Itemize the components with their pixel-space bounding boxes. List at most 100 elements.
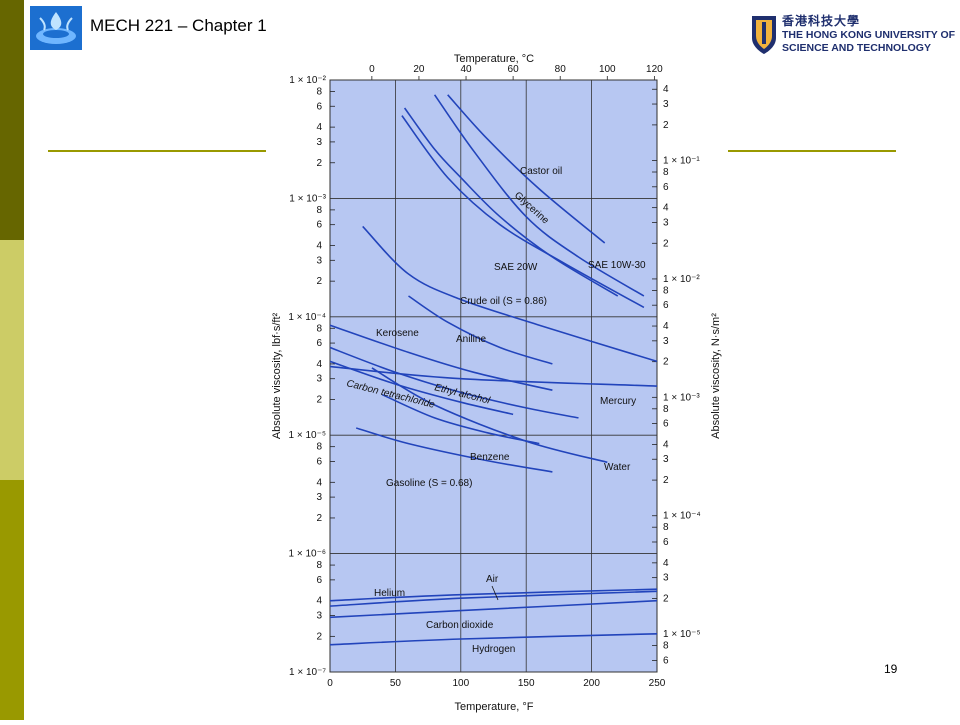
- curve-carbon-dioxide: [329, 599, 658, 619]
- y-minor-left-label: 2: [316, 158, 322, 169]
- y-minor-left-label: 3: [316, 492, 322, 503]
- y-right-label: 1 × 10⁻⁵: [663, 629, 701, 640]
- y-right-label: 6: [663, 655, 669, 666]
- y-right-label: 4: [663, 439, 669, 450]
- y-minor-left-label: 6: [316, 456, 322, 467]
- page-number: 19: [884, 662, 898, 676]
- decor-bar-light: [0, 240, 24, 480]
- series-label-benzene: Benzene: [470, 452, 510, 463]
- y-minor-left-label: 4: [316, 477, 322, 488]
- y-decade-left-label: 1 × 10⁻⁶: [289, 549, 326, 560]
- y-minor-left-label: 2: [316, 513, 322, 524]
- y-right-label: 1 × 10⁻⁴: [663, 511, 701, 522]
- curve-ethyl-alcohol: [329, 346, 579, 419]
- hkust-english-name-line1: THE HONG KONG UNIVERSITY OF: [782, 29, 956, 41]
- y-minor-left-label: 3: [316, 611, 322, 622]
- y-right-label: 3: [663, 217, 669, 228]
- x-tick-bottom-label: 150: [518, 678, 535, 689]
- y-right-label: 8: [663, 167, 669, 178]
- curve-sae-10w-30: [401, 115, 645, 309]
- viscosity-chart: 0 50 100 150 200 250 0 20 40 60 80 100 120 1 × 10⁻² 8 6…: [266, 46, 728, 720]
- series-label-sae-10w-30: SAE 10W-30: [588, 260, 646, 271]
- series-label-gasoline: Gasoline (S = 0.68): [386, 478, 472, 489]
- curve-mercury: [329, 365, 658, 387]
- y-axis-right-label: Absolute viscosity, N·s/m²: [710, 313, 722, 439]
- x-tick-bottom-label: 200: [583, 678, 600, 689]
- university-water-emblem-icon: [30, 6, 82, 50]
- y-minor-left-label: 6: [316, 575, 322, 586]
- series-label-aniline: Aniline: [456, 334, 486, 345]
- y-minor-left-label: 3: [316, 137, 322, 148]
- y-minor-left-label: 2: [316, 631, 322, 642]
- y-right-label: 4: [663, 84, 669, 95]
- series-label-castor-oil: Castor oil: [520, 166, 562, 177]
- curve-crude-oil-s-0-86: [362, 225, 658, 363]
- series-label-crude-oil: Crude oil (S = 0.86): [460, 296, 547, 307]
- curve-hydrogen: [329, 633, 658, 646]
- air-pointer: [491, 585, 499, 601]
- curve-benzene: [381, 393, 540, 445]
- series-label-sae-20w: SAE 20W: [494, 262, 538, 273]
- series-label-helium: Helium: [374, 588, 405, 599]
- y-right-label: 6: [663, 537, 669, 548]
- hkust-english-name-line2: SCIENCE AND TECHNOLOGY: [782, 42, 931, 54]
- x-tick-top-label: 60: [508, 64, 520, 75]
- y-minor-left-label: 8: [316, 442, 322, 453]
- y-minor-left-label: 6: [316, 101, 322, 112]
- course-title: MECH 221 – Chapter 1: [90, 16, 267, 35]
- y-right-label: 8: [663, 285, 669, 296]
- y-minor-left-label: 6: [316, 220, 322, 231]
- curve-sae-20w: [403, 107, 619, 297]
- y-right-label: 1 × 10⁻²: [663, 274, 700, 285]
- series-label-mercury: Mercury: [600, 396, 636, 407]
- y-decade-left-label: 1 × 10⁻⁷: [289, 667, 326, 678]
- y-minor-left-label: 2: [316, 276, 322, 287]
- y-minor-left-label: 4: [316, 596, 322, 607]
- x-tick-top-label: 100: [599, 64, 616, 75]
- curves: [329, 94, 658, 646]
- curve-kerosene: [329, 324, 553, 391]
- series-label-hydrogen: Hydrogen: [472, 644, 515, 655]
- y-minor-left-label: 8: [316, 86, 322, 97]
- y-right-label: 1 × 10⁻³: [663, 392, 700, 403]
- decor-bar-dark: [0, 0, 24, 240]
- x-tick-top-label: 120: [646, 64, 663, 75]
- y-right-label: 4: [663, 321, 669, 332]
- x-axis-top-label: Temperature, °C: [454, 53, 534, 65]
- series-label-water: Water: [604, 462, 631, 473]
- series-label-carbon-dioxide: Carbon dioxide: [426, 620, 494, 631]
- y-minor-left-label: 6: [316, 338, 322, 349]
- hkust-crest-icon: [752, 16, 776, 54]
- y-minor-left-label: 3: [316, 255, 322, 266]
- series-label-kerosene: Kerosene: [376, 328, 419, 339]
- y-right-label: 6: [663, 419, 669, 430]
- y-right-label: 2: [663, 475, 669, 486]
- y-decade-left-label: 1 × 10⁻⁵: [288, 430, 326, 441]
- y-right-label: 4: [663, 558, 669, 569]
- x-axis-bottom-label: Temperature, °F: [455, 701, 534, 713]
- decor-bar-mid: [0, 480, 24, 720]
- curve-water: [371, 367, 608, 464]
- y-minor-left-label: 8: [316, 560, 322, 571]
- x-tick-bottom-label: 250: [649, 678, 666, 689]
- curve-gasoline-s-0-68: [355, 427, 553, 473]
- y-right-label: 3: [663, 336, 669, 347]
- y-minor-left-label: 3: [316, 374, 322, 385]
- y-right-label: 2: [663, 357, 669, 368]
- y-right-label: 4: [663, 203, 669, 214]
- y-right-label: 8: [663, 522, 669, 533]
- curve-helium: [329, 588, 658, 602]
- y-minor-left-label: 8: [316, 205, 322, 216]
- y-right-label: 2: [663, 120, 669, 131]
- title-rule-right: [728, 150, 896, 152]
- x-tick-top-label: 40: [460, 64, 472, 75]
- y-minor-left-label: 2: [316, 395, 322, 406]
- y-right-label: 6: [663, 182, 669, 193]
- y-decade-left-label: 1 × 10⁻⁴: [288, 312, 326, 323]
- y-right-label: 2: [663, 593, 669, 604]
- y-right-label: 3: [663, 99, 669, 110]
- y-minor-left-label: 8: [316, 323, 322, 334]
- y-minor-left-label: 4: [316, 359, 322, 370]
